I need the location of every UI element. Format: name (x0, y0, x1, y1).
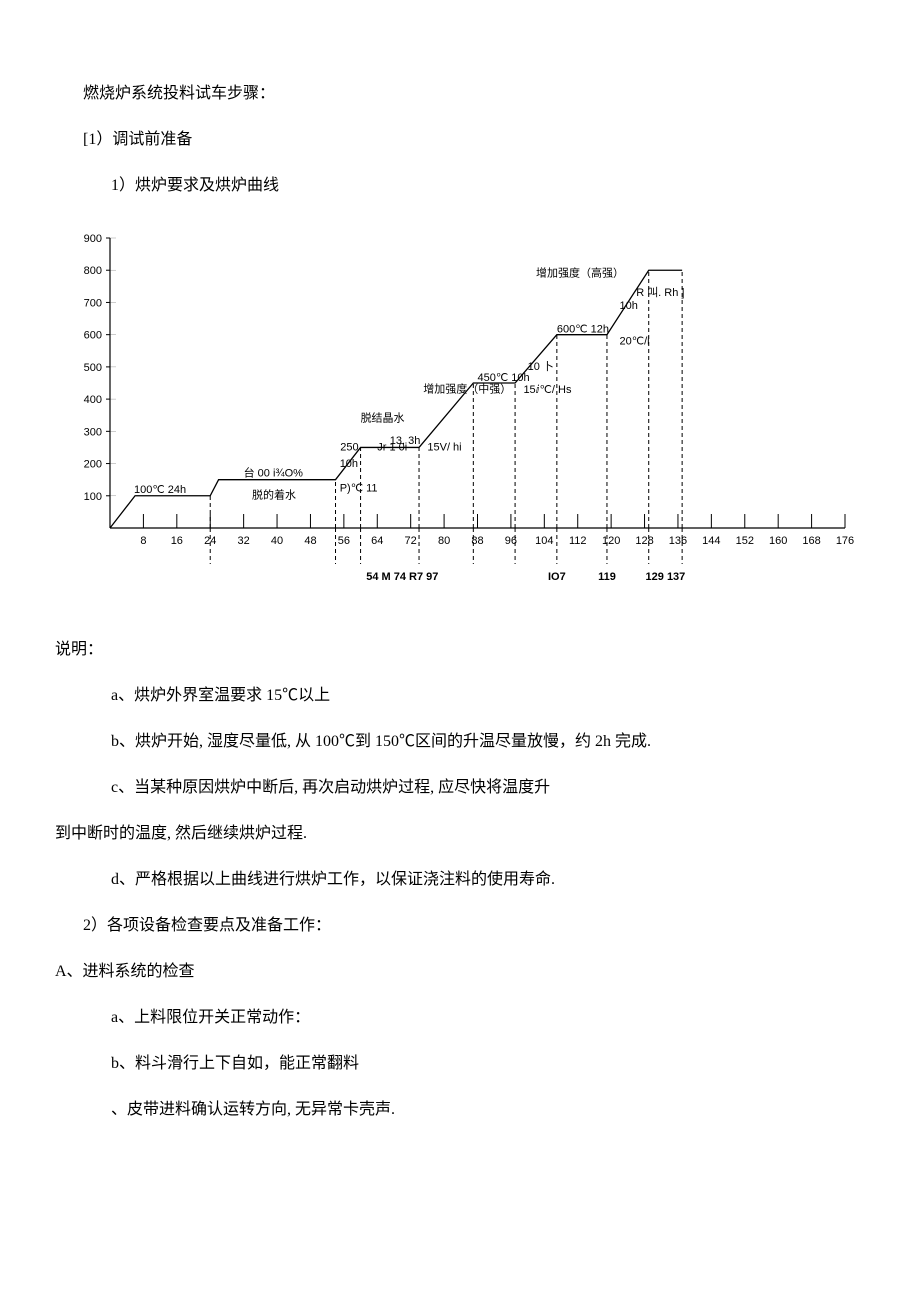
svg-text:129 137: 129 137 (646, 571, 686, 583)
svg-text:13. 3h: 13. 3h (390, 435, 421, 447)
svg-text:10h: 10h (619, 300, 637, 312)
note-d: d、严格根据以上曲线进行烘炉工作，以保证浇注料的使用寿命. (55, 868, 865, 892)
svg-text:112: 112 (569, 535, 587, 547)
svg-text:136: 136 (669, 535, 687, 547)
svg-text:54 M 74 R7 97: 54 M 74 R7 97 (366, 571, 438, 583)
svg-text:800: 800 (84, 265, 102, 277)
svg-text:IO7: IO7 (548, 571, 566, 583)
svg-text:80: 80 (438, 535, 450, 547)
svg-text:160: 160 (769, 535, 787, 547)
svg-text:600: 600 (84, 330, 102, 342)
svg-text:250: 250 (340, 441, 358, 453)
svg-text:176: 176 (836, 535, 854, 547)
svg-text:10h: 10h (340, 458, 358, 470)
svg-text:48: 48 (304, 535, 316, 547)
explain-heading: 说明： (55, 638, 865, 662)
svg-text:100: 100 (84, 491, 102, 503)
svg-text:56: 56 (338, 535, 350, 547)
svg-text:100℃ 24h: 100℃ 24h (134, 484, 186, 496)
svg-text:400: 400 (84, 394, 102, 406)
svg-text:168: 168 (802, 535, 820, 547)
svg-text:72: 72 (405, 535, 417, 547)
section-2: 2）各项设备检查要点及准备工作： (55, 914, 865, 938)
check-c: 、皮带进料确认运转方向, 无异常卡壳声. (55, 1098, 865, 1122)
svg-text:64: 64 (371, 535, 383, 547)
svg-text:20℃/i: 20℃/i (619, 336, 649, 348)
note-c-line2: 到中断时的温度, 然后继续烘炉过程. (55, 822, 865, 846)
svg-text:144: 144 (702, 535, 720, 547)
svg-text:增加强度（高强）: 增加强度（高强） (536, 266, 624, 280)
svg-text:300: 300 (84, 426, 102, 438)
section-1-1: 1）烘炉要求及烘炉曲线 (55, 174, 865, 198)
check-a: a、上料限位开关正常动作： (55, 1006, 865, 1030)
svg-text:600℃ 12h: 600℃ 12h (557, 324, 609, 336)
svg-text:8: 8 (140, 535, 146, 547)
svg-text:700: 700 (84, 297, 102, 309)
svg-text:500: 500 (84, 362, 102, 374)
svg-text:16: 16 (171, 535, 183, 547)
svg-text:R 叫. Rh ]: R 叫. Rh ] (636, 286, 684, 299)
svg-text:10 卜: 10 卜 (528, 360, 554, 373)
svg-text:脱的着水: 脱的着水 (252, 488, 296, 502)
section-1: [1）调试前准备 (55, 128, 865, 152)
svg-text:128: 128 (635, 535, 653, 547)
section-a: A、进料系统的检查 (55, 960, 865, 984)
svg-text:450℃ 10h: 450℃ 10h (478, 372, 530, 384)
doc-title: 燃烧炉系统投料试车步骤： (55, 82, 865, 106)
note-b: b、烘炉开始, 湿度尽量低, 从 100℃到 150℃区间的升温尽量放慢，约 2… (55, 730, 865, 754)
svg-text:200: 200 (84, 459, 102, 471)
svg-text:P)℃ 11: P)℃ 11 (340, 483, 378, 495)
check-b: b、料斗滑行上下自如，能正常翻料 (55, 1052, 865, 1076)
svg-text:900: 900 (84, 233, 102, 245)
svg-text:40: 40 (271, 535, 283, 547)
svg-text:120: 120 (602, 535, 620, 547)
svg-text:152: 152 (736, 535, 754, 547)
svg-text:台 00 i¾O%: 台 00 i¾O% (244, 466, 304, 480)
svg-text:脱结晶水: 脱结晶水 (361, 411, 405, 425)
svg-text:119: 119 (598, 571, 616, 583)
svg-text:104: 104 (535, 535, 553, 547)
svg-text:32: 32 (238, 535, 250, 547)
svg-text:15V/ hi: 15V/ hi (427, 441, 461, 453)
oven-curve-chart: 1002003004005006007008009008162432404856… (55, 228, 865, 616)
note-c-line1: c、当某种原因烘炉中断后, 再次启动烘炉过程, 应尽快将温度升 (55, 776, 865, 800)
svg-text:15ⅈ℃/ Hs: 15ⅈ℃/ Hs (523, 384, 572, 396)
note-a: a、烘炉外界室温要求 15℃以上 (55, 684, 865, 708)
